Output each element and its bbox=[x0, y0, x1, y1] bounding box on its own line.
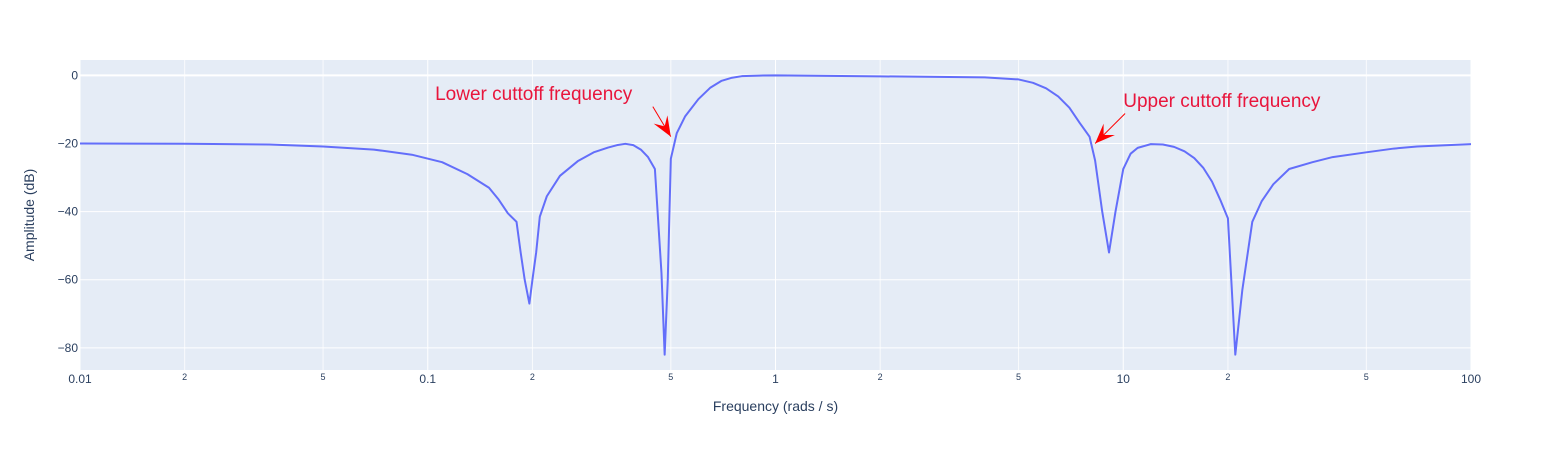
x-tick-label: 10 bbox=[1117, 372, 1131, 386]
y-tick-label: −40 bbox=[58, 205, 79, 219]
x-tick-label: 1 bbox=[772, 372, 779, 386]
annotation-arrow-head bbox=[1095, 123, 1115, 144]
series-line bbox=[79, 74, 1472, 356]
x-tick-label: 0.01 bbox=[68, 372, 92, 386]
x-tick-label: 100 bbox=[1461, 372, 1481, 386]
annotation-arrow-head bbox=[653, 115, 671, 137]
x-minor-tick-label: 5 bbox=[1016, 372, 1021, 382]
x-minor-tick-label: 5 bbox=[321, 372, 326, 382]
y-tick-labels: 0 −20 −40 −60 −80 bbox=[58, 68, 79, 355]
x-tick-label: 0.1 bbox=[419, 372, 436, 386]
y-axis-title: Amplitude (dB) bbox=[21, 169, 37, 262]
x-minor-tick-label: 2 bbox=[878, 372, 883, 382]
x-minor-tick-label: 5 bbox=[668, 372, 673, 382]
annotation-text: Lower cuttoff frequency bbox=[435, 84, 633, 105]
series-layer bbox=[79, 74, 1472, 356]
y-tick-label: −20 bbox=[58, 136, 79, 150]
x-minor-tick-label: 2 bbox=[530, 372, 535, 382]
annotation-layer: Lower cuttoff frequency Upper cuttoff fre… bbox=[435, 84, 1321, 144]
x-tick-labels: 0.01 0.1 1 10 100 2 5 2 5 2 5 2 5 bbox=[68, 372, 1481, 386]
y-tick-label: 0 bbox=[71, 68, 78, 82]
y-tick-label: −80 bbox=[58, 341, 79, 355]
x-minor-tick-label: 2 bbox=[182, 372, 187, 382]
x-minor-tick-label: 2 bbox=[1225, 372, 1230, 382]
annotation-text: Upper cuttoff frequency bbox=[1123, 91, 1321, 112]
y-tick-label: −60 bbox=[58, 273, 79, 287]
x-axis-title: Frequency (rads / s) bbox=[713, 398, 838, 414]
x-minor-tick-label: 5 bbox=[1364, 372, 1369, 382]
